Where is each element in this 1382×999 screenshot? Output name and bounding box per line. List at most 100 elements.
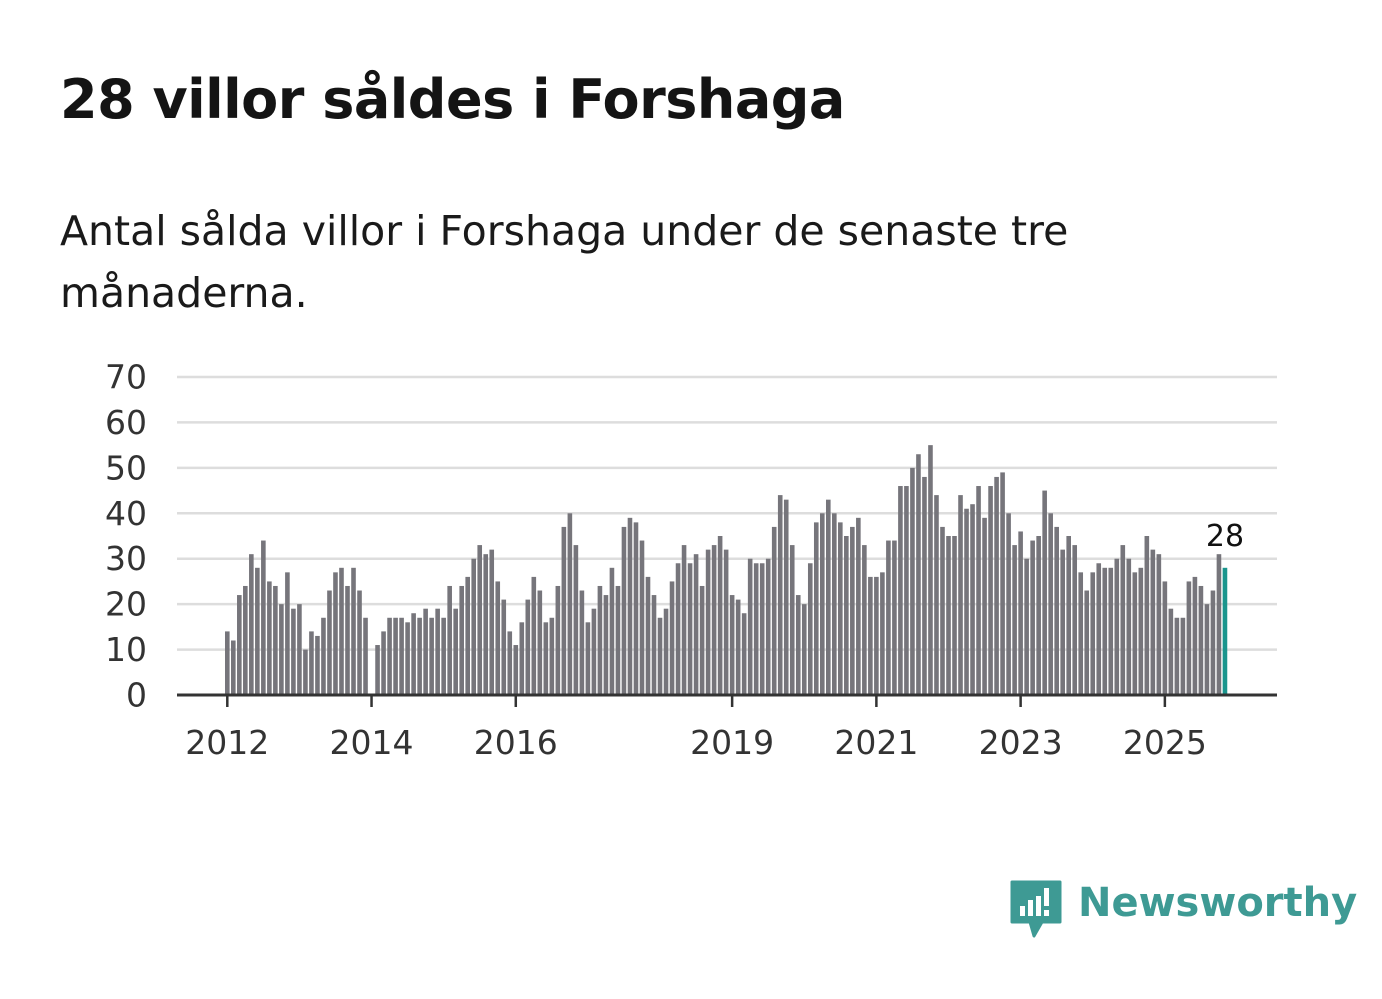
bar (621, 526, 627, 695)
bar (1198, 585, 1204, 695)
bar (603, 595, 609, 695)
bar (693, 554, 699, 695)
bar (898, 486, 903, 695)
bar (765, 558, 771, 695)
bar (441, 617, 446, 695)
bar (687, 563, 693, 695)
bar (675, 563, 681, 695)
bar (561, 526, 567, 695)
bar (333, 572, 338, 695)
bar (928, 445, 933, 695)
bar (393, 617, 398, 695)
bar (489, 549, 495, 695)
bar (1012, 545, 1017, 695)
bar (1162, 581, 1168, 695)
bar (411, 613, 416, 695)
bar (1048, 513, 1053, 695)
bar (555, 585, 561, 695)
bar (549, 617, 555, 695)
bar (1168, 608, 1174, 695)
bar (261, 540, 266, 695)
chart-title: 28 villor såldes i Forshaga (60, 68, 845, 131)
bar (844, 536, 849, 695)
y-tick-label: 60 (105, 403, 147, 442)
bar (1018, 531, 1023, 695)
chart-subtitle: Antal sålda villor i Forshaga under de s… (60, 207, 1069, 317)
bar (1126, 558, 1132, 695)
bar (807, 563, 813, 695)
bar (681, 545, 687, 695)
bar (609, 567, 615, 695)
bar (519, 622, 525, 695)
x-tick-label: 2023 (979, 723, 1063, 762)
newsworthy-logo-icon (1010, 880, 1062, 938)
bar (417, 617, 422, 695)
y-axis-labels: 0 10 20 30 40 50 60 70 (105, 358, 147, 715)
bar (795, 595, 801, 695)
bar (285, 572, 290, 695)
bar (1114, 558, 1120, 695)
bar (273, 585, 278, 695)
bar (735, 599, 741, 695)
bar (339, 567, 344, 695)
bar (591, 608, 597, 695)
bar (904, 486, 909, 695)
bar (1072, 545, 1078, 695)
bar (513, 645, 519, 695)
bar (910, 467, 915, 695)
bar (753, 563, 759, 695)
bar (645, 576, 651, 695)
bar (1102, 567, 1108, 695)
bar (243, 585, 248, 695)
x-tick-label: 2025 (1123, 723, 1207, 762)
x-tick-label: 2014 (330, 723, 414, 762)
bar (1150, 549, 1156, 695)
bar (934, 495, 939, 695)
bar (657, 617, 663, 695)
bar (1138, 567, 1144, 695)
bar (1132, 572, 1138, 695)
bar (1078, 572, 1084, 695)
bar (777, 495, 783, 695)
bar (579, 590, 585, 695)
bar (838, 522, 843, 695)
bar (1030, 540, 1035, 695)
bar (387, 617, 392, 695)
bar (471, 558, 477, 695)
bar (321, 617, 326, 695)
bar (663, 608, 669, 695)
bar (225, 631, 230, 695)
bar (483, 554, 489, 695)
bar (1210, 590, 1216, 695)
bar (477, 545, 483, 695)
bar (964, 508, 969, 695)
bar (958, 495, 963, 695)
bar (880, 572, 885, 695)
bar (976, 486, 981, 695)
bar (874, 576, 879, 695)
newsworthy-logo[interactable]: Newsworthy (1010, 878, 1357, 944)
bar (447, 585, 452, 695)
bar (988, 486, 993, 695)
bar (1174, 617, 1180, 695)
bar (1204, 604, 1210, 695)
bar (381, 631, 386, 695)
bar (729, 595, 735, 695)
bar (405, 622, 410, 695)
y-tick-label: 30 (105, 539, 147, 578)
bar (916, 454, 921, 695)
bar (1060, 549, 1065, 695)
bar (543, 622, 549, 695)
bar (363, 617, 368, 695)
bar (345, 585, 350, 695)
bar (1156, 554, 1162, 695)
x-tick-label: 2019 (690, 723, 774, 762)
bar (1192, 576, 1198, 695)
bar (922, 476, 927, 695)
bar (862, 545, 867, 695)
bar (1054, 526, 1059, 695)
bar (639, 540, 645, 695)
data-labels: 28 (1206, 519, 1244, 554)
bar (297, 604, 302, 695)
bar (1186, 581, 1192, 695)
